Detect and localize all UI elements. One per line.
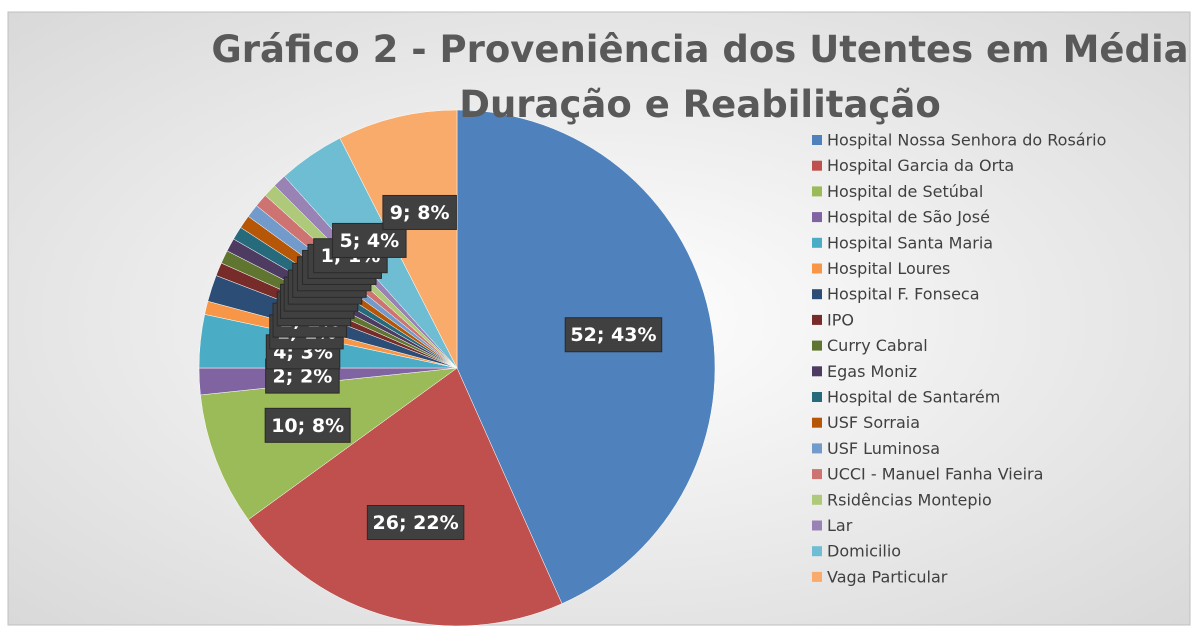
data-label: 2; 2% [273, 366, 333, 388]
legend-swatch [812, 186, 822, 197]
legend-label: Hospital Nossa Senhora do Rosário [827, 131, 1106, 150]
legend-label: Hospital F. Fonseca [827, 285, 980, 304]
legend-label: Hospital de Santarém [827, 388, 1000, 407]
legend-label: Rsidências Montepio [827, 490, 992, 509]
legend-swatch [812, 237, 822, 248]
legend-swatch [812, 417, 822, 428]
data-label: 26; 22% [373, 512, 459, 534]
data-label-box [264, 407, 351, 443]
legend-label: Hospital Garcia da Orta [827, 156, 1014, 175]
plot: 52; 43%26; 22%10; 8%2; 2%4; 3%1; 1%2; 2%… [198, 109, 1106, 626]
pie-slice [247, 367, 563, 626]
legend-swatch [812, 546, 822, 557]
legend-swatch [812, 520, 822, 531]
data-label: 9; 8% [390, 202, 450, 224]
legend-label: USF Sorraia [827, 413, 920, 432]
data-label-box [366, 505, 465, 541]
legend-swatch [812, 571, 822, 582]
legend-swatch [812, 443, 822, 454]
pie-slice [200, 367, 458, 520]
legend-label: Curry Cabral [827, 336, 928, 355]
legend-swatch [812, 494, 822, 505]
legend-label: Hospital Loures [827, 259, 950, 278]
legend-swatch [812, 366, 822, 377]
legend-swatch [812, 263, 822, 274]
legend-label: Hospital de São José [827, 208, 990, 227]
data-label: 5; 4% [339, 230, 399, 252]
legend-swatch [812, 469, 822, 480]
legend-swatch [812, 340, 822, 351]
legend-label: Egas Moniz [827, 362, 917, 381]
legend-swatch [812, 160, 822, 171]
legend-label: Lar [827, 516, 853, 535]
data-label-box [382, 194, 457, 230]
legend-label: Hospital de Setúbal [827, 182, 983, 201]
legend-label: Domicilio [827, 542, 901, 561]
data-label-box [564, 317, 663, 353]
legend-swatch [812, 135, 822, 145]
legend-swatch [812, 392, 822, 402]
pie-slice [456, 109, 716, 605]
legend-label: IPO [827, 310, 854, 329]
legend-swatch [812, 289, 822, 300]
data-label: 52; 43% [570, 324, 656, 346]
legend-swatch [812, 212, 822, 223]
data-label: 10; 8% [271, 415, 344, 437]
chart-title: Gráfico 2 - Proveniência dos Utentes em … [211, 28, 1188, 126]
legend-label: Hospital Santa Maria [827, 233, 993, 252]
legend-label: USF Luminosa [827, 439, 940, 458]
legend-label: Vaga Particular [827, 567, 948, 586]
legend-swatch [812, 314, 822, 325]
legend-label: UCCI - Manuel Fanha Vieira [827, 465, 1043, 484]
